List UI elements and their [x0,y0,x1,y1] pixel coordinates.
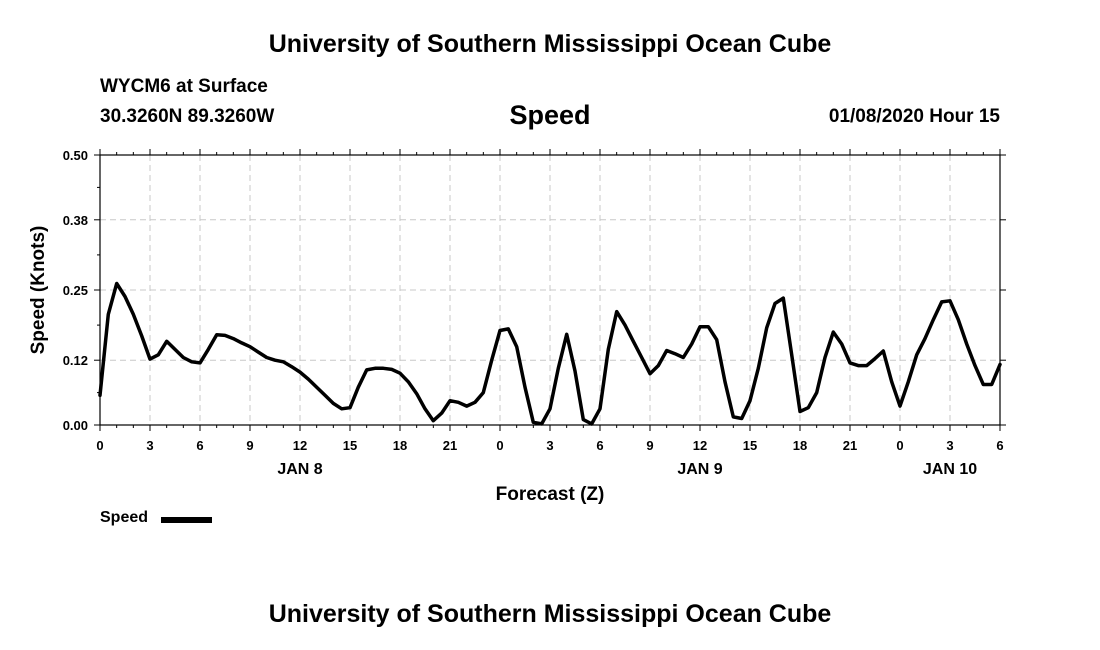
x-tick-label: 18 [393,438,407,453]
series-line-speed [98,281,1002,426]
x-tick-label: 15 [743,438,757,453]
x-day-label: JAN 10 [923,461,977,478]
x-day-label: JAN 8 [277,461,322,478]
y-tick-label: 0.00 [63,418,88,433]
x-tick-label: 15 [343,438,357,453]
y-tick-label: 0.25 [63,283,88,298]
forecast-datetime: 01/08/2020 Hour 15 [828,106,1000,127]
x-axis-title: Forecast (Z) [496,484,605,505]
x-tick-label: 6 [596,438,603,453]
y-tick-label: 0.50 [63,148,88,163]
x-tick-label: 21 [843,438,857,453]
x-tick-label: 18 [793,438,807,453]
legend-swatch [161,517,212,523]
x-tick-label: 12 [293,438,307,453]
x-tick-label: 0 [896,438,903,453]
x-tick-label: 6 [996,438,1003,453]
x-tick-label: 3 [946,438,953,453]
x-tick-label: 12 [693,438,707,453]
axes [94,149,1006,431]
x-tick-label: 0 [96,438,103,453]
x-tick-label: 3 [146,438,153,453]
grid-lines [100,155,1000,425]
axis-labels: 0.00 0.12 0.25 0.38 0.50 0 3 6 9 12 15 18 21 0 3 6 9 12 15… [28,148,1004,505]
y-tick-label: 0.38 [63,213,88,228]
page-title: University of Southern Mississippi Ocean… [268,30,832,58]
y-axis-title: Speed (Knots) [28,226,49,355]
y-tick-label: 0.12 [63,353,88,368]
footer-title: University of Southern Mississippi Ocean… [268,600,832,628]
x-tick-label: 9 [246,438,253,453]
x-tick-label: 0 [496,438,503,453]
station-name: WYCM6 at Surface [100,76,268,97]
x-tick-label: 3 [546,438,553,453]
chart-title: Speed [509,100,591,130]
x-day-label: JAN 9 [677,461,722,478]
plot-frame [99,154,1001,426]
series-layer [98,281,1002,426]
legend-label: Speed [100,509,149,526]
x-tick-label: 21 [443,438,457,453]
x-tick-label: 6 [196,438,203,453]
x-tick-label: 9 [646,438,653,453]
station-coordinates: 30.3260N 89.3260W [100,106,275,127]
